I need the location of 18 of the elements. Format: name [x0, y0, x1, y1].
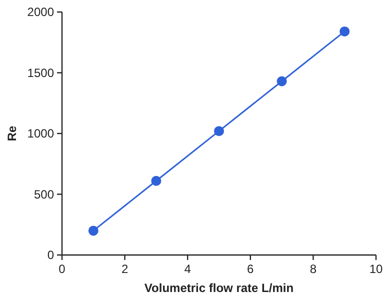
point [276, 76, 287, 86]
y-tick-label: 0 [47, 248, 54, 262]
point [214, 126, 224, 136]
y-tick-label: 1000 [27, 126, 54, 141]
y-tick-label: 1500 [27, 66, 54, 80]
x-tick-label: 0 [58, 262, 66, 276]
x-axis-title: Volumetric flow rate L/min [144, 281, 294, 295]
x-tick-label: 8 [310, 262, 317, 276]
x-tick-label: 2 [121, 262, 128, 276]
point [88, 226, 98, 236]
y-axis-title: Re [5, 126, 19, 142]
x-tick-label: 4 [184, 262, 192, 276]
point [340, 26, 350, 36]
y-tick-label: 2000 [27, 5, 54, 20]
x-tick-label: 10 [369, 262, 383, 276]
point [151, 176, 162, 186]
y-tick-label: 500 [34, 187, 54, 202]
x-tick-label: 6 [247, 262, 254, 276]
